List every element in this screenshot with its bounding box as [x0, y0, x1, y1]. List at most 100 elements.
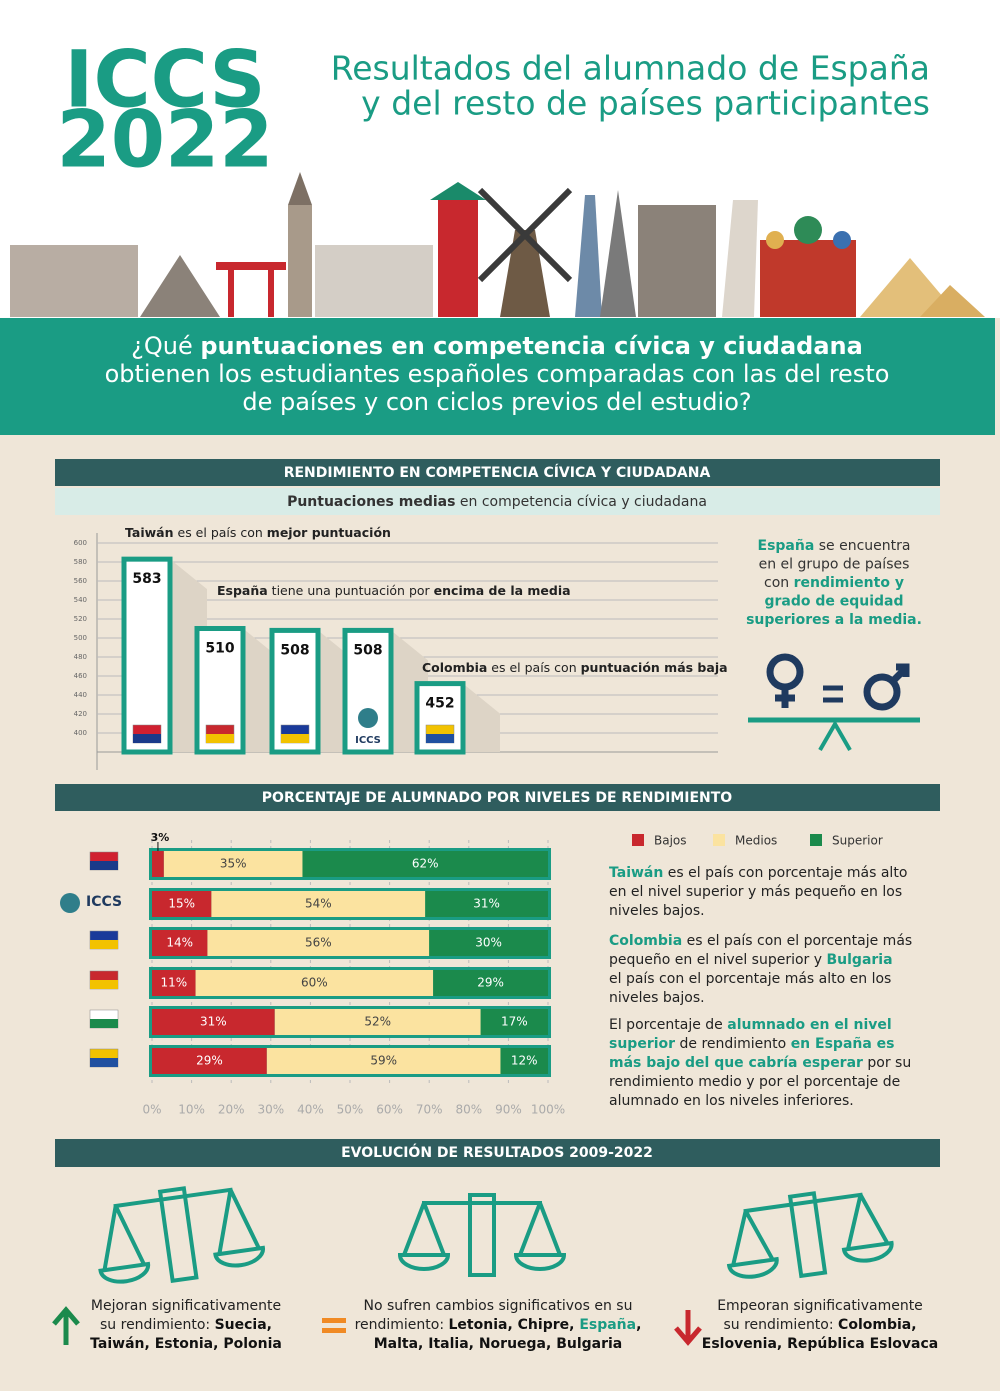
annotation-bold: España [217, 583, 268, 598]
x-tick-label: 100% [531, 1103, 565, 1117]
legend-label: Medios [735, 834, 777, 848]
scale-icons [98, 1186, 894, 1284]
side-note: España se encuentra [758, 538, 911, 554]
side-note: pequeño en el nivel superior y Bulgaria [609, 952, 893, 968]
side-note-text: con [764, 575, 794, 591]
value-label: 56% [305, 936, 332, 950]
value-label: 452 [425, 696, 454, 712]
bar-segment [152, 851, 164, 877]
y-tick-label: 560 [74, 577, 87, 585]
side-note-text: El porcentaje de [609, 1017, 727, 1033]
annotation-text: es el país con [487, 660, 580, 675]
value-label: 508 [280, 642, 309, 658]
value-label: 59% [370, 1054, 397, 1068]
logo: 2022 [56, 95, 273, 185]
bar-segment [152, 1009, 275, 1035]
side-note-highlight: superiores a la media. [746, 612, 922, 628]
side-note-highlight: España [758, 538, 815, 554]
subtitle: Puntuaciones medias en competencia cívic… [287, 494, 707, 510]
evolution-text: Empeoran significativamente [717, 1298, 923, 1314]
bar-segment [163, 851, 303, 877]
category-label: ICCS [355, 735, 381, 746]
side-note-text: el país con el porcentaje más alto en lo… [609, 971, 891, 987]
side-note: Colombia es el país con el porcentaje má… [609, 933, 912, 949]
side-note-text: es el país con porcentaje más alto [663, 865, 907, 881]
value-label: 31% [473, 897, 500, 911]
value-label: 30% [475, 936, 502, 950]
side-note: en el grupo de países [759, 557, 910, 573]
side-note: superiores a la media. [746, 612, 922, 628]
evolution-text-bold: Suecia, [215, 1317, 272, 1333]
side-note-text: por su [863, 1055, 911, 1071]
legend-swatch [632, 834, 644, 846]
value-label: 508 [353, 642, 382, 658]
bar-segment [266, 1048, 501, 1074]
bar-shadow [463, 683, 500, 752]
side-note: con rendimiento y [764, 575, 904, 591]
evolution-text-text: Empeoran significativamente [717, 1298, 923, 1314]
evolution-text-highlight: España [579, 1317, 636, 1333]
legend-label: Superior [832, 834, 883, 848]
side-note-highlight: rendimiento y [794, 575, 904, 591]
value-label: 60% [301, 976, 328, 990]
subtitle-text: en competencia cívica y ciudadana [455, 494, 706, 510]
evolution-text-text: su rendimiento: [100, 1317, 215, 1333]
bar-segment [274, 1009, 481, 1035]
x-tick-label: 80% [455, 1103, 482, 1117]
evolution-text: Malta, Italia, Noruega, Bulgaria [374, 1336, 623, 1352]
evolution-text: No sufren cambios significativos en su [364, 1298, 633, 1314]
question: ¿Qué puntuaciones en competencia cívica … [131, 332, 863, 360]
value-label: 12% [511, 1054, 538, 1068]
value-label: 17% [501, 1015, 528, 1029]
y-tick-label: 580 [74, 558, 87, 566]
flag [206, 734, 234, 743]
annotation: Colombia es el país con puntuación más b… [422, 660, 728, 675]
annotation-bold: mejor puntuación [267, 525, 391, 540]
evolution-text-text: Mejoran significativamente [91, 1298, 281, 1314]
annotation: Taiwán es el país con mejor puntuación [125, 525, 391, 540]
page-title: Resultados del alumnado de España [331, 49, 930, 88]
bar-segment [152, 1048, 267, 1074]
evolution-text-bold: Taiwán, Estonia, Polonia [90, 1336, 282, 1352]
value-label: 52% [364, 1015, 391, 1029]
value-label: 583 [132, 571, 161, 587]
side-note-highlight: superior [609, 1036, 675, 1052]
question: obtienen los estudiantes españoles compa… [105, 360, 890, 388]
annotation: España tiene una puntuación por encima d… [217, 583, 571, 598]
evolution-text: Eslovenia, República Eslovaca [702, 1336, 938, 1352]
flag [281, 734, 309, 743]
y-tick-label: 480 [74, 653, 87, 661]
trend-arrows [52, 1306, 702, 1346]
evolution-text: Mejoran significativamente [91, 1298, 281, 1314]
side-note-text: niveles bajos. [609, 990, 705, 1006]
side-note: alumnado en los niveles inferiores. [609, 1093, 854, 1109]
bar-segment [429, 930, 548, 956]
evolution-text-text: rendimiento: [355, 1317, 449, 1333]
evolution-text-bold: , [636, 1317, 641, 1333]
question-text: ¿Qué [131, 332, 200, 360]
evolution-text: su rendimiento: Colombia, [723, 1317, 916, 1333]
y-tick-label: 440 [74, 691, 87, 699]
legend-swatch [810, 834, 822, 846]
side-note: grado de equidad [764, 594, 903, 610]
evolution-text: Taiwán, Estonia, Polonia [90, 1336, 282, 1352]
x-tick-label: 20% [218, 1103, 245, 1117]
flag [90, 861, 118, 870]
category-label: ICCS [86, 894, 122, 910]
question-bold: puntuaciones en competencia cívica y ciu… [200, 332, 862, 360]
legend-label: Bajos [654, 834, 687, 848]
side-note-highlight: más bajo del que cabría esperar [609, 1055, 863, 1071]
side-note: el país con el porcentaje más alto en lo… [609, 971, 891, 987]
side-note: rendimiento medio y por el porcentaje de [609, 1074, 900, 1090]
side-note: niveles bajos. [609, 903, 705, 919]
bar [342, 627, 394, 755]
value-label: 29% [477, 976, 504, 990]
side-note: Taiwán es el país con porcentaje más alt… [609, 865, 907, 881]
side-note-highlight: Bulgaria [826, 952, 892, 968]
x-tick-label: 50% [337, 1103, 364, 1117]
section-bar [55, 1139, 940, 1167]
flag [90, 1019, 118, 1028]
bar-segment [207, 930, 430, 956]
value-label: 35% [220, 857, 247, 871]
